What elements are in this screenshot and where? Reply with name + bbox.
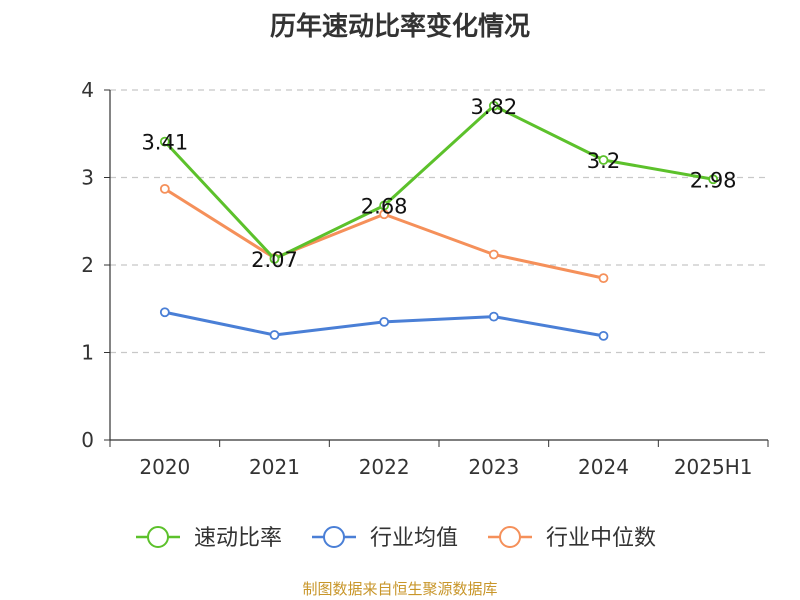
data-point [488, 311, 499, 322]
data-label: 3.2 [587, 149, 620, 173]
data-point [159, 183, 170, 194]
x-tick-label: 2022 [359, 455, 410, 479]
data-point [488, 100, 499, 111]
data-point [159, 136, 170, 147]
legend-label: 行业均值 [370, 526, 458, 551]
data-point [488, 249, 499, 260]
x-tick-label: 2021 [249, 455, 300, 479]
data-label: 3.82 [470, 95, 517, 119]
y-tick-label: 1 [81, 341, 94, 365]
x-tick-label: 2024 [578, 455, 629, 479]
x-tick-label: 2025H1 [674, 455, 753, 479]
data-point [379, 200, 390, 211]
legend-label: 速动比率 [194, 526, 282, 551]
data-point [269, 253, 280, 264]
data-label: 2.07 [251, 248, 298, 272]
data-point [708, 174, 719, 185]
data-point [598, 273, 609, 284]
series-line [163, 104, 714, 261]
x-tick-label: 2020 [139, 455, 190, 479]
data-label: 2.98 [690, 168, 737, 192]
data-label: 2.68 [361, 195, 408, 219]
y-tick-label: 4 [81, 78, 94, 102]
y-tick-label: 2 [81, 253, 94, 277]
legend-marker [499, 526, 521, 548]
data-source-note: 制图数据来自恒生聚源数据库 [302, 580, 498, 598]
legend-marker [323, 526, 345, 548]
y-tick-label: 0 [81, 428, 94, 452]
data-point [379, 316, 390, 327]
chart-title: 历年速动比率变化情况 [269, 12, 530, 42]
legend-label: 行业中位数 [546, 526, 656, 551]
data-label: 3.41 [141, 131, 188, 155]
data-point [269, 330, 280, 340]
data-point [159, 307, 170, 318]
data-point [598, 155, 609, 165]
legend-marker [147, 526, 169, 548]
x-tick-label: 2023 [468, 455, 519, 479]
data-point [598, 330, 609, 341]
y-tick-label: 3 [81, 166, 94, 190]
